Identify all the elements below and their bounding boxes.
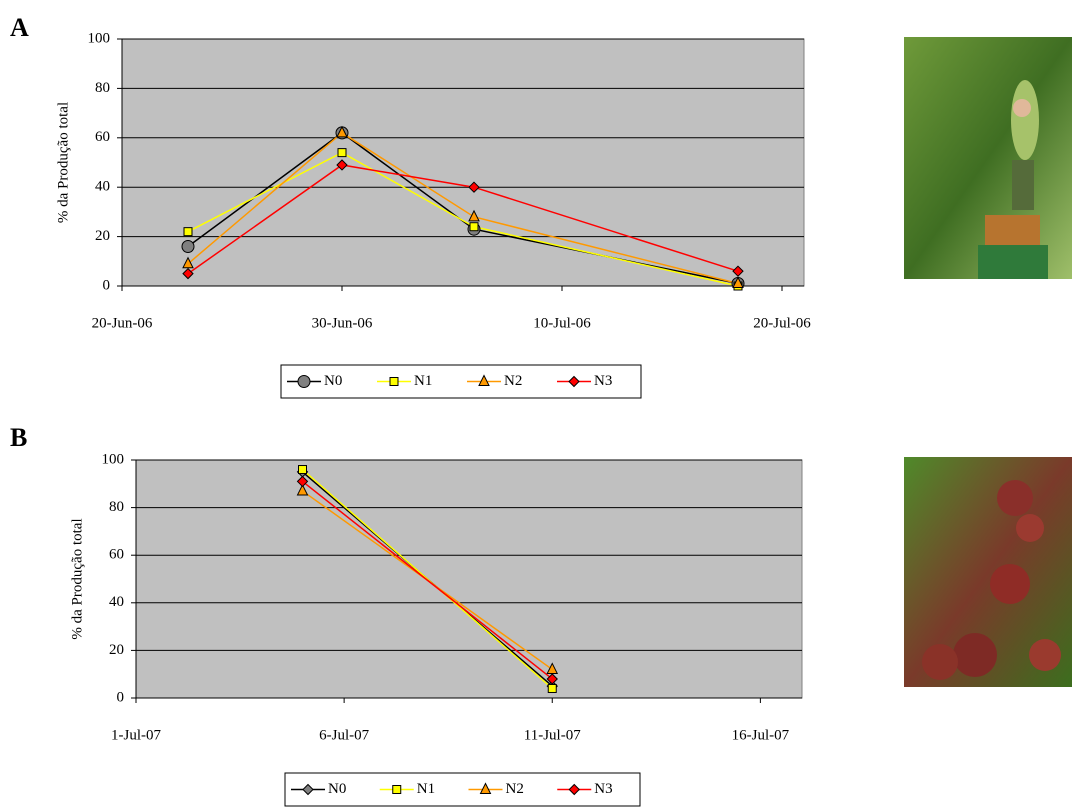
marker [302, 783, 314, 796]
legend-label: N2 [504, 373, 522, 389]
series-line [302, 480, 553, 680]
legend-label: N1 [414, 373, 432, 389]
series-line [187, 151, 739, 287]
marker [469, 222, 479, 232]
legend-label: N2 [506, 781, 524, 797]
marker [336, 159, 348, 171]
y-tick-label: 80 [109, 499, 124, 515]
marker [479, 782, 492, 794]
y-axis-label: % da Produção total [55, 102, 71, 223]
legend-label: N0 [328, 781, 346, 797]
marker [181, 239, 195, 253]
x-tick-label: 20-Jun-06 [92, 315, 153, 331]
marker [183, 227, 193, 237]
marker [337, 148, 347, 158]
x-tick-label: 30-Jun-06 [312, 315, 373, 331]
x-tick-label: 10-Jul-06 [533, 315, 591, 331]
y-tick-label: 100 [102, 451, 125, 467]
marker [296, 483, 309, 496]
marker [182, 267, 194, 280]
panel-label: B [10, 423, 27, 452]
marker [389, 377, 399, 386]
y-tick-label: 100 [88, 30, 111, 46]
marker [568, 375, 580, 388]
legend-label: N3 [594, 781, 612, 797]
y-tick-label: 40 [95, 179, 110, 195]
series-line [302, 468, 553, 690]
y-tick-label: 80 [95, 80, 110, 96]
plot-area [121, 38, 805, 287]
x-tick-label: 16-Jul-07 [732, 727, 790, 743]
x-tick-label: 1-Jul-07 [111, 727, 161, 743]
marker [732, 265, 744, 277]
y-tick-label: 60 [109, 547, 124, 563]
plot-area [135, 459, 803, 699]
marker [182, 256, 194, 269]
marker [392, 785, 402, 794]
panel-label: A [10, 13, 29, 42]
marker [298, 465, 307, 475]
marker [468, 209, 480, 222]
photo-harvest [904, 37, 1072, 279]
chart: A 0 20 40 60 80 100 20-Jun-06 30-Jun-06 10-Jul-06… [10, 13, 811, 399]
marker [546, 673, 558, 685]
legend-label: N0 [324, 373, 342, 389]
y-tick-label: 0 [117, 689, 125, 705]
y-tick-label: 40 [109, 594, 124, 610]
x-tick-label: 20-Jul-06 [753, 315, 811, 331]
marker [547, 683, 557, 693]
y-tick-label: 60 [95, 129, 110, 145]
y-tick-label: 20 [95, 228, 110, 244]
photo-nectarines [904, 457, 1072, 687]
marker [568, 783, 580, 796]
y-axis-label: % da Produção total [69, 518, 85, 639]
y-tick-label: 0 [103, 277, 111, 293]
legend-label: N3 [594, 373, 612, 389]
marker [296, 475, 309, 488]
marker [732, 276, 744, 289]
marker [468, 181, 480, 193]
y-tick-label: 20 [109, 642, 124, 658]
x-tick-label: 11-Jul-07 [524, 727, 581, 743]
marker [478, 374, 490, 386]
x-tick-label: 6-Jul-07 [319, 727, 369, 743]
marker [297, 375, 311, 388]
legend-label: N1 [417, 781, 435, 797]
series-line [187, 164, 739, 275]
marker [336, 125, 348, 138]
series-line [187, 131, 739, 285]
chart: B 0 20 40 60 80 100 1-Jul-07 6-Jul-07 11-Jul-07 16… [10, 423, 803, 807]
